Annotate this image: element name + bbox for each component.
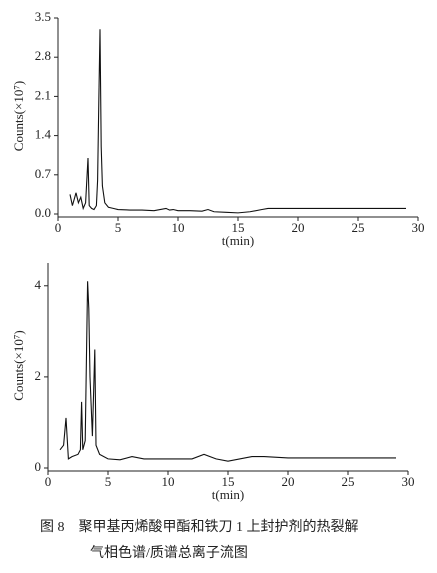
x-tick-label: 20 xyxy=(292,220,305,235)
y-axis-label: Counts(×10⁷) xyxy=(11,330,26,400)
x-tick-label: 0 xyxy=(45,474,52,489)
x-tick-label: 10 xyxy=(162,474,175,489)
x-tick-label: 20 xyxy=(282,474,295,489)
x-axis-label: t(min) xyxy=(212,487,245,502)
y-tick-label: 0.0 xyxy=(35,205,51,220)
y-tick-label: 2.8 xyxy=(35,48,51,63)
y-tick-label: 2.1 xyxy=(35,87,51,102)
x-tick-label: 0 xyxy=(55,220,62,235)
line-series xyxy=(59,281,396,462)
x-tick-label: 10 xyxy=(172,220,185,235)
y-tick-label: 0.7 xyxy=(35,166,52,181)
x-tick-label: 15 xyxy=(222,474,235,489)
x-tick-label: 25 xyxy=(352,220,365,235)
x-axis-label: t(min) xyxy=(222,233,255,248)
x-tick-label: 30 xyxy=(412,220,425,235)
caption-line: 气相色谱/质谱总离子流图 xyxy=(90,544,248,561)
y-tick-label: 4 xyxy=(35,277,42,292)
caption-line: 图 8 聚甲基丙烯酸甲酯和铁刀 1 上封护剂的热裂解 xyxy=(40,518,359,535)
x-tick-label: 15 xyxy=(232,220,245,235)
x-tick-label: 5 xyxy=(115,220,122,235)
y-tick-label: 2 xyxy=(35,368,42,383)
x-tick-label: 25 xyxy=(342,474,355,489)
y-axis-label: Counts(×10⁷) xyxy=(11,81,26,151)
y-tick-label: 0 xyxy=(35,459,42,474)
y-tick-label: 1.4 xyxy=(35,127,52,142)
x-tick-label: 30 xyxy=(402,474,415,489)
line-series xyxy=(69,29,406,214)
y-tick-label: 3.5 xyxy=(35,9,51,24)
x-tick-label: 5 xyxy=(105,474,112,489)
